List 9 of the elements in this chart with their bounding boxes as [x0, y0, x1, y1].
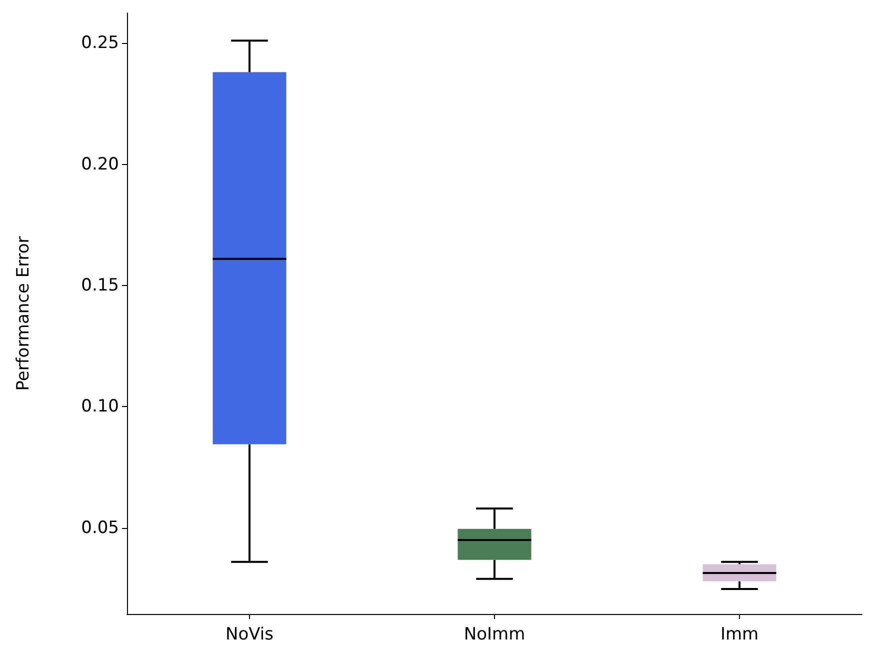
- y-tick-label: 0.15: [81, 276, 119, 296]
- x-tick-label: Imm: [720, 624, 759, 644]
- y-tick-label: 0.05: [81, 518, 119, 538]
- y-tick-label: 0.20: [81, 154, 119, 174]
- y-tick-label: 0.10: [81, 396, 119, 417]
- y-tick-label: 0.25: [81, 33, 119, 54]
- y-axis-title: Performance Error: [14, 236, 34, 391]
- x-tick-label: NoImm: [464, 624, 526, 644]
- x-tick-label: NoVis: [226, 624, 274, 644]
